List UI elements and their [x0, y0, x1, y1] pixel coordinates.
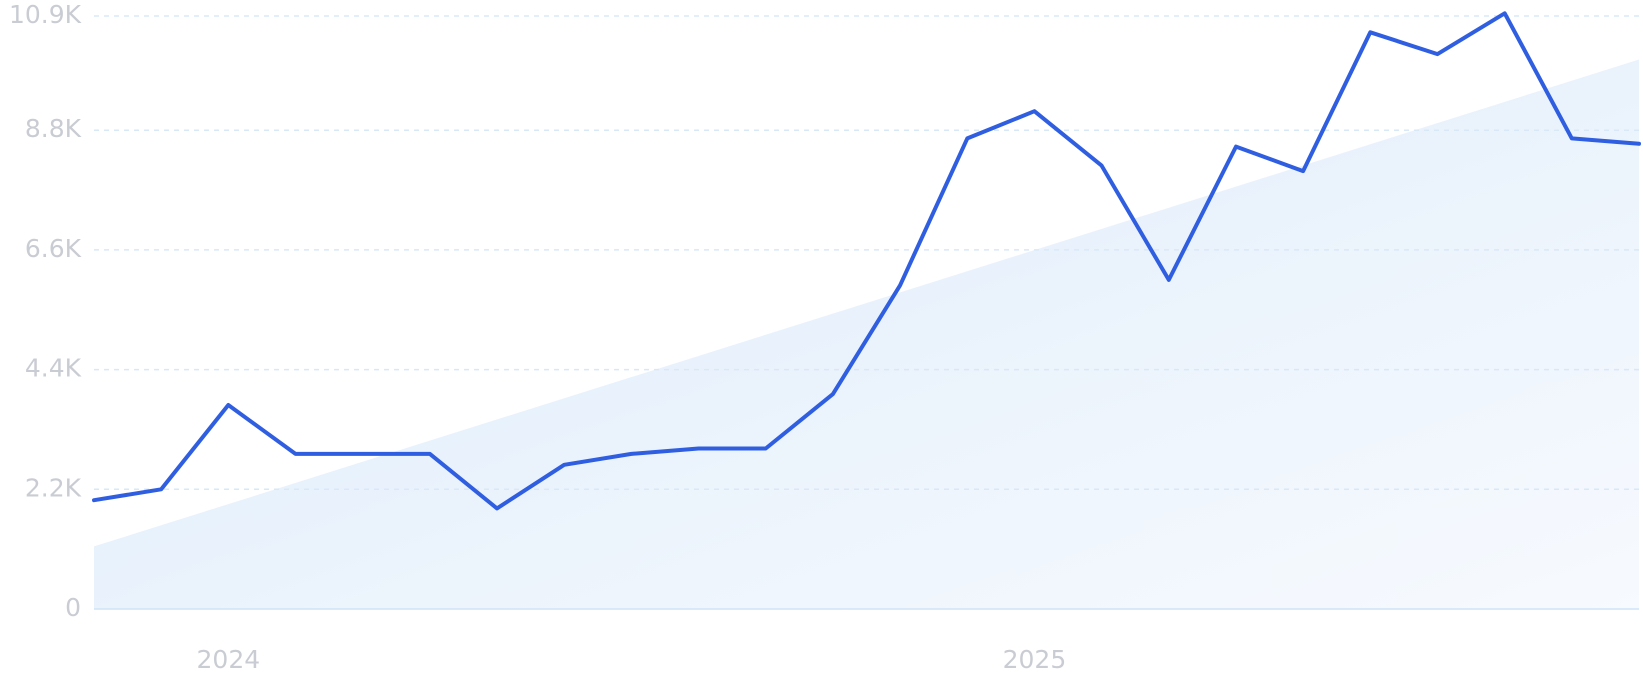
x-axis-ticks: 2024 2025 — [197, 645, 1067, 674]
y-tick-label: 4.4K — [25, 354, 82, 383]
series-layer — [92, 11, 1641, 511]
y-tick-label: 8.8K — [25, 114, 82, 143]
y-tick-label: 2.2K — [25, 473, 82, 502]
y-axis-ticks: 0 2.2K 4.4K 6.6K 8.8K 10.9K — [9, 0, 82, 622]
y-tick-label: 0 — [65, 593, 81, 622]
grid-layer — [94, 15, 1639, 610]
series-line — [92, 11, 1641, 511]
y-tick-label: 6.6K — [25, 234, 82, 263]
x-tick-label: 2024 — [197, 645, 261, 674]
x-tick-label: 2025 — [1003, 645, 1067, 674]
y-tick-label: 10.9K — [9, 0, 82, 29]
trend-area-layer — [94, 59, 1639, 609]
trend-area — [94, 59, 1639, 609]
